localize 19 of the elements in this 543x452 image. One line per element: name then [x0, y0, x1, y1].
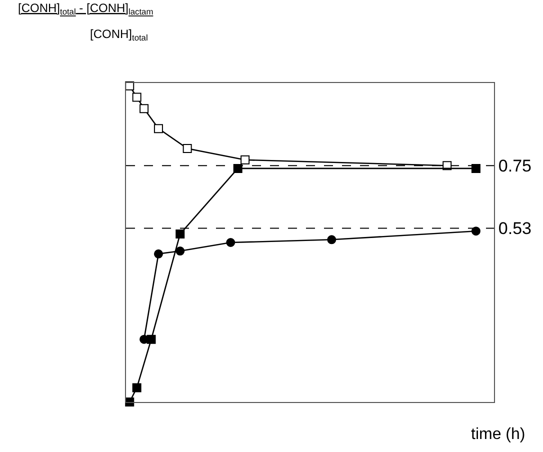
- point: [226, 238, 236, 247]
- point: [327, 235, 336, 244]
- point: [132, 92, 142, 102]
- point: [154, 249, 163, 258]
- point: [154, 124, 163, 134]
- point: [240, 155, 250, 164]
- point: [471, 164, 480, 173]
- point: [176, 229, 185, 238]
- point: [140, 104, 149, 114]
- y-tick-label: 0.75: [498, 156, 532, 176]
- y-tick-label: 0.53: [498, 219, 532, 238]
- point: [471, 226, 480, 236]
- point: [132, 383, 142, 392]
- x-axis-title: time (h): [471, 426, 526, 443]
- point: [176, 246, 185, 256]
- point: [233, 164, 242, 173]
- point: [182, 144, 192, 154]
- point: [146, 334, 156, 344]
- text: [CONH]$_{total}$ - [CONH]$_{lactam}$ [CONH]$_{total}$: [18, 1, 154, 43]
